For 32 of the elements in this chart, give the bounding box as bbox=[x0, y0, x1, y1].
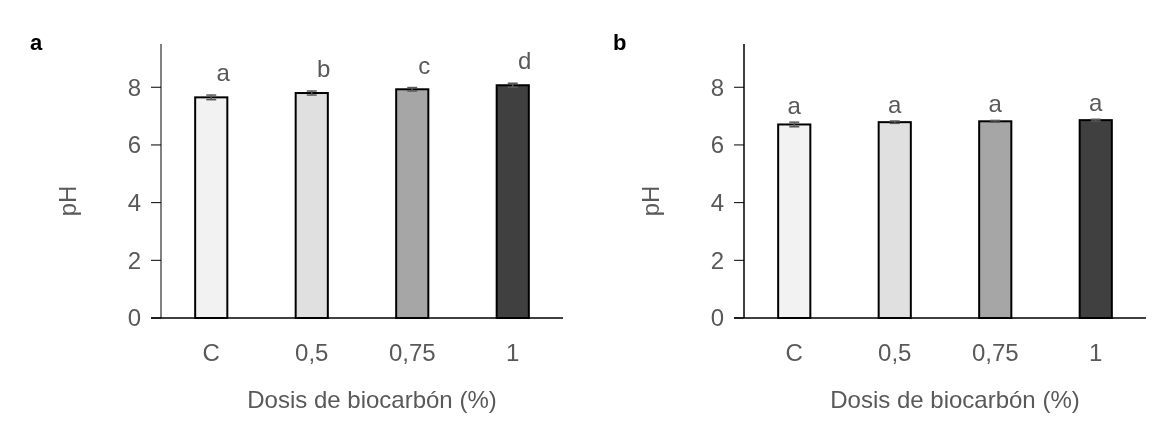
annotation: a bbox=[787, 92, 802, 120]
x-tick-label: C bbox=[785, 339, 803, 366]
annotation: d bbox=[518, 47, 532, 75]
annotation: a bbox=[888, 91, 903, 119]
y-tick-label: 8 bbox=[127, 73, 141, 101]
y-tick-label: 0 bbox=[127, 304, 141, 332]
y-axis-title: pH bbox=[637, 185, 664, 217]
chart-title: b bbox=[613, 30, 627, 55]
chart-title: a bbox=[30, 30, 43, 55]
y-tick-label: 4 bbox=[127, 189, 141, 217]
x-tick-label: 1 bbox=[1089, 339, 1103, 366]
y-tick-label: 6 bbox=[710, 131, 724, 159]
x-tick-label: 0,5 bbox=[295, 339, 329, 366]
annotation: a bbox=[216, 59, 231, 87]
x-axis-title: Dosis de biocarbón (%) bbox=[247, 386, 497, 413]
y-tick-label: 2 bbox=[127, 246, 141, 274]
y-tick-label: 6 bbox=[127, 131, 141, 159]
x-tick-label: 0,75 bbox=[971, 339, 1019, 366]
annotation: a bbox=[988, 90, 1003, 118]
y-axis-title: pH bbox=[54, 185, 81, 217]
y-tick-label: 2 bbox=[710, 246, 724, 274]
x-tick-label: 0,5 bbox=[878, 339, 912, 366]
y-tick-label: 8 bbox=[710, 73, 724, 101]
annotation: b bbox=[317, 55, 331, 83]
annotation: a bbox=[1089, 89, 1104, 117]
x-tick-label: 0,75 bbox=[388, 339, 436, 366]
annotation: c bbox=[418, 51, 431, 79]
x-axis-title: Dosis de biocarbón (%) bbox=[830, 386, 1080, 413]
x-tick-label: C bbox=[202, 339, 220, 366]
y-tick-label: 4 bbox=[710, 189, 724, 217]
y-tick-label: 0 bbox=[710, 304, 724, 332]
x-tick-label: 1 bbox=[506, 339, 520, 366]
